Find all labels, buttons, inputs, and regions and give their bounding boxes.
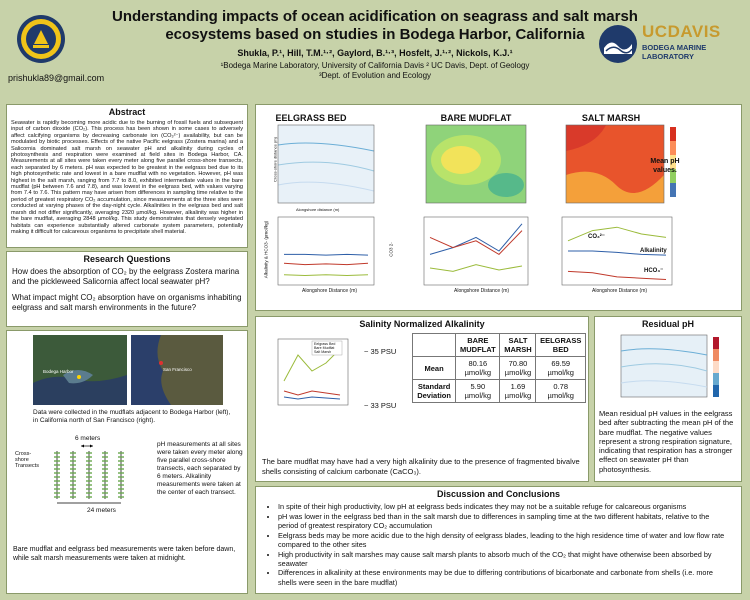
table-row: Mean 80.16 µmol/kg 70.80 µmol/kg 69.59 µ… <box>411 356 586 380</box>
table-header-eelgrass: EELGRASS BED <box>535 333 586 357</box>
mean-ph-note: Mean pH values. <box>650 158 680 174</box>
row-label-mean: Mean <box>411 356 457 380</box>
list-item: In spite of their high productivity, low… <box>278 502 731 511</box>
contact-email[interactable]: prishukla89@gmail.com <box>8 73 105 83</box>
residual-text: Mean residual pH values in the eelgrass … <box>599 409 734 474</box>
map-caption: Data were collected in the mudflats adja… <box>33 409 231 424</box>
table-row: Standard Deviation 5.90 µmol/kg 1.69 µmo… <box>411 379 586 403</box>
abstract-title: Abstract <box>108 107 146 117</box>
label-35-psu: ~ 35 PSU <box>364 347 397 356</box>
logo-bml-line1: BODEGA MARINE <box>642 43 707 52</box>
sd-saltmarsh: 1.69 µmol/kg <box>499 379 537 403</box>
research-question-1: How does the absorption of CO₂ by the ee… <box>12 267 240 286</box>
series-line <box>568 250 667 256</box>
site-charts <box>277 124 676 286</box>
map-label-bodega: Bodega Harbor <box>43 369 74 374</box>
research-title: Research Questions <box>83 254 171 264</box>
transect-diagram <box>54 444 124 504</box>
list-item: Eelgrass beds may be more acidic due to … <box>278 531 731 549</box>
saltmarsh-title: SALT MARSH <box>581 113 641 123</box>
series-line <box>284 253 369 256</box>
table-header-saltmarsh: SALT MARSH <box>499 333 537 357</box>
sd-eelgrass: 0.78 µmol/kg <box>535 379 586 403</box>
transect-axis-label: Cross-shore Transects <box>15 451 39 469</box>
uc-seal-logo <box>17 15 65 63</box>
map-label-sf: San Francisco <box>163 367 192 372</box>
mean-mudflat: 80.16 µmol/kg <box>455 356 501 380</box>
affiliation-2: ³Dept. of Evolution and Ecology <box>318 71 432 80</box>
abstract-text: Seawater is rapidly becoming more acidic… <box>11 120 243 235</box>
legend-saltmarsh: Salt Marsh <box>314 350 332 354</box>
series-line <box>283 274 369 276</box>
ph-measurement-text: pH measurements at all sites were taken … <box>157 441 243 496</box>
mean-eelgrass: 69.59 µmol/kg <box>535 356 586 380</box>
bml-wave-icon <box>599 25 637 63</box>
alkalinity-label: Alkalinity <box>640 248 667 254</box>
discussion-title: Discussion and Conclusions <box>436 489 561 499</box>
salinity-panel: Salinity Normalized Alkalinity Eelgrass … <box>255 316 589 482</box>
line-xlabel-3: Alongshore Distance (m) <box>592 288 648 294</box>
list-item: High productivity in salt marshes may ca… <box>278 550 731 568</box>
study-site-panel: Bodega Harbor San Francisco Data were co… <box>6 330 248 594</box>
series-line <box>567 270 667 281</box>
list-item: Differences in alkalinity at these envir… <box>278 568 731 586</box>
residual-title: Residual pH <box>641 319 694 329</box>
saltmarsh-contour <box>565 124 665 204</box>
contour-ylabel: Cross-shore distance (m) <box>272 137 278 182</box>
california-map <box>131 335 223 405</box>
eelgrass-title: EELGRASS BED <box>275 113 347 123</box>
salinity-legend: Eelgrass Bed Bare Mudflat Salt Marsh <box>314 342 335 354</box>
table-header-mudflat: BARE MUDFLAT <box>455 333 501 357</box>
row-label-sd: Standard Deviation <box>411 379 457 403</box>
eelgrass-contour <box>277 124 375 204</box>
salinity-chart <box>277 338 349 406</box>
logo-bml-line2: LABORATORY <box>642 52 694 61</box>
mudflat-contour <box>425 124 527 204</box>
mean-saltmarsh: 70.80 µmol/kg <box>499 356 537 380</box>
line-xlabel-2: Alongshore Distance (m) <box>454 288 510 294</box>
spacing-label: 6 meters <box>75 435 101 442</box>
logo-uc: UC <box>642 22 668 41</box>
discussion-panel: Discussion and Conclusions In spite of t… <box>255 486 742 594</box>
mudflat-title: BARE MUDFLAT <box>440 113 512 123</box>
table-header-empty <box>411 333 457 357</box>
legend-mudflat: Bare Mudflat <box>314 346 335 350</box>
label-33-psu: ~ 33 PSU <box>364 401 397 410</box>
authors: Shukla, P.¹, Hill, T.M.¹·², Gaylord, B.¹… <box>237 48 513 58</box>
legend-eelgrass: Eelgrass Bed <box>314 342 336 346</box>
ucdavis-bml-logo: UCDAVIS BODEGA MARINE LABORATORY <box>598 22 746 66</box>
hco3-label: HCO₃⁻ <box>644 268 664 274</box>
series-line <box>429 223 523 255</box>
salinity-title: Salinity Normalized Alkalinity <box>359 319 485 329</box>
abstract-panel: Abstract Seawater is rapidly becoming mo… <box>6 104 248 248</box>
line-ylabel: Alkalinity & HCO3- (µmol/kg) <box>263 220 269 279</box>
poster-title: Understanding impacts of ocean acidifica… <box>112 8 638 43</box>
residual-ph-chart <box>620 334 719 398</box>
sampling-time-note: Bare mudflat and eelgrass bed measuremen… <box>13 546 236 562</box>
line-y2label: CO3 2- <box>388 242 394 257</box>
research-question-2: What impact might CO₂ absorption have on… <box>12 293 242 312</box>
series-line <box>567 226 667 242</box>
series-line <box>283 262 369 266</box>
site-results-panel: EELGRASS BED BARE MUDFLAT SALT MARSH <box>255 104 742 311</box>
co3-label: CO₃²⁻ <box>588 234 605 240</box>
discussion-list: In spite of their high productivity, low… <box>256 502 741 587</box>
alkalinity-table: BARE MUDFLAT SALT MARSH EELGRASS BED Mea… <box>411 333 586 403</box>
list-item: pH was lower in the eelgrass bed than in… <box>278 512 731 530</box>
sd-mudflat: 5.90 µmol/kg <box>455 379 501 403</box>
logo-davis: DAVIS <box>667 22 721 41</box>
residual-ph-panel: Residual pH Mean residual pH values in t… <box>594 316 742 482</box>
research-questions-panel: Research Questions How does the absorpti… <box>6 251 248 327</box>
alkalinity-note: The bare mudflat may have had a very hig… <box>262 457 580 476</box>
series-line <box>429 230 523 256</box>
length-label: 24 meters <box>87 507 116 514</box>
line-xlabel: Alongshore Distance (m) <box>302 288 358 294</box>
series-line <box>429 264 523 272</box>
contour-xlabel: Alongshore distance (m) <box>296 207 340 212</box>
ph-colorbar <box>670 127 676 197</box>
affiliation-1: ¹Bodega Marine Laboratory, University of… <box>220 61 530 70</box>
bodega-harbor-map <box>33 335 127 405</box>
